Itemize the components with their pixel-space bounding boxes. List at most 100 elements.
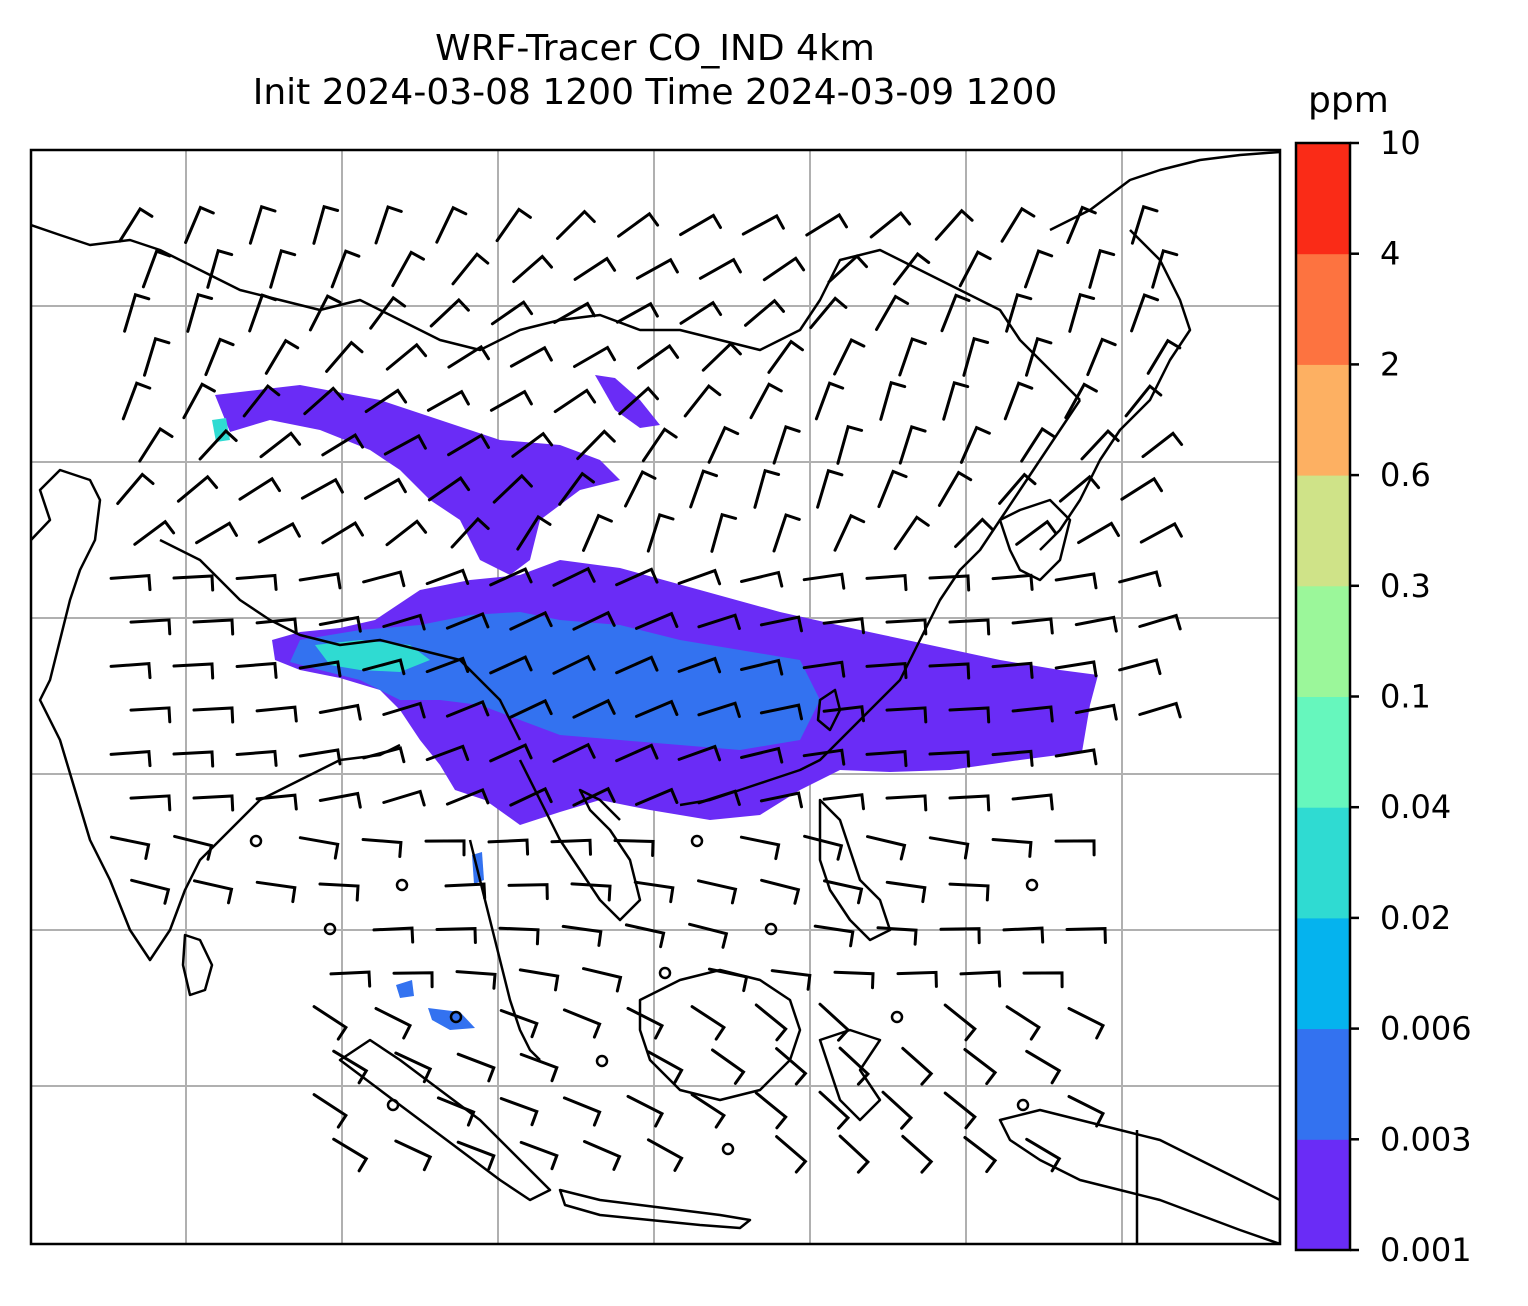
wind-barb (198, 428, 238, 461)
wind-barb (235, 661, 278, 679)
wind-barb (615, 567, 659, 587)
wind-barb (822, 617, 865, 635)
wind-barb (1011, 793, 1054, 811)
colorbar-segment (1296, 696, 1350, 808)
wind-barb (318, 791, 362, 809)
coastline-india (31, 468, 401, 962)
wind-barb (235, 573, 278, 591)
plume-north-arm (215, 385, 620, 575)
wind-barb (312, 1005, 348, 1041)
wind-barb (516, 514, 552, 551)
wind-barb (556, 209, 596, 240)
colorbar-segment (1296, 585, 1350, 697)
wind-barb (1020, 426, 1056, 463)
wind-barb (963, 1048, 998, 1086)
map-area (31, 150, 1280, 1244)
wind-barb (499, 1097, 539, 1127)
wind-barb (383, 433, 427, 456)
wind-barb (184, 205, 215, 244)
wind-barb (759, 703, 803, 721)
wind-barb (318, 615, 362, 633)
wind-calm-circle (595, 1054, 609, 1068)
wind-calm-circle (1016, 1098, 1030, 1112)
wind-barb (707, 967, 749, 993)
wind-barb (770, 969, 812, 991)
wind-barb (550, 838, 592, 856)
wind-barb (447, 344, 490, 369)
wind-barb (362, 658, 406, 676)
wind-barb (498, 926, 540, 946)
wind-barb (838, 1134, 871, 1174)
coastline-china-east (679, 399, 1082, 807)
colorbar-segment (1296, 364, 1350, 476)
wind-barb (928, 662, 971, 680)
wind-calm-circle (386, 1098, 400, 1112)
wind-barb (802, 660, 846, 678)
wind-barb (332, 1049, 369, 1085)
wind-barb (875, 294, 910, 331)
wind-barb (635, 787, 679, 806)
wind-barb (677, 568, 722, 586)
wind-barb (1005, 292, 1033, 333)
wind-barb (362, 570, 406, 588)
wind-barb (1064, 382, 1098, 420)
wind-barb (129, 618, 172, 636)
wind-barb (697, 701, 741, 718)
colorbar-tick-label: 4 (1380, 235, 1400, 273)
wind-barb (1074, 703, 1118, 721)
wind-barb (688, 922, 729, 949)
wind-barb (901, 1046, 934, 1086)
wind-barb (382, 789, 426, 807)
coastlines (31, 150, 1280, 1244)
wind-barb (553, 301, 596, 324)
wind-calm-circle (890, 1010, 904, 1024)
wind-barb (489, 567, 533, 587)
colorbar-tick-label: 0.006 (1380, 1010, 1472, 1048)
wind-barb (838, 1046, 871, 1086)
wind-barb (959, 970, 1002, 988)
wind-barb (1077, 521, 1120, 545)
wind-barb (255, 880, 297, 904)
wind-barb (833, 513, 866, 552)
colorbar: 0.001 0.003 0.006 0.02 0.04 0.1 0.3 0.6 2 4 10 (1294, 124, 1472, 1269)
wind-barb (948, 882, 990, 902)
wind-calm-circle (449, 1010, 463, 1024)
wind-barb (582, 967, 623, 993)
wind-barb (385, 519, 428, 547)
wind-barb (447, 433, 490, 457)
wind-barb (572, 786, 616, 807)
colorbar-unit: ppm (1308, 80, 1389, 121)
wind-calm-circle (249, 834, 263, 848)
wind-barb (833, 337, 866, 376)
wind-barb (1120, 476, 1163, 501)
wind-barb (928, 836, 970, 860)
colorbar-tick-label: 2 (1380, 345, 1400, 383)
wind-barb (635, 611, 679, 630)
wind-barb (711, 1048, 746, 1085)
wind-barb (312, 204, 340, 245)
wind-barb (192, 706, 235, 724)
colorbar-segment (1296, 1028, 1350, 1140)
wind-barb (901, 1134, 934, 1174)
wind-barb (617, 211, 660, 238)
wind-barb (552, 742, 596, 763)
wind-barb (701, 341, 742, 372)
wind-calm-circle (395, 878, 409, 892)
wind-barb (865, 573, 908, 592)
wind-barb (934, 208, 974, 241)
wind-barb (129, 794, 172, 812)
coastline-philippines (818, 798, 892, 942)
coastline-japan (1039, 229, 1192, 551)
wind-barb (269, 248, 297, 289)
wind-calm-circle (721, 1142, 735, 1156)
wind-barb (330, 249, 361, 289)
wind-barb (553, 388, 597, 414)
wind-barb (1068, 292, 1096, 333)
wind-barb (141, 249, 172, 289)
coastline-sumatra (338, 1038, 552, 1202)
wind-barb (775, 1135, 808, 1174)
wind-barb (445, 611, 490, 630)
wind-barb (762, 256, 806, 282)
wind-barb (576, 429, 616, 461)
colorbar-segment (1296, 807, 1350, 919)
